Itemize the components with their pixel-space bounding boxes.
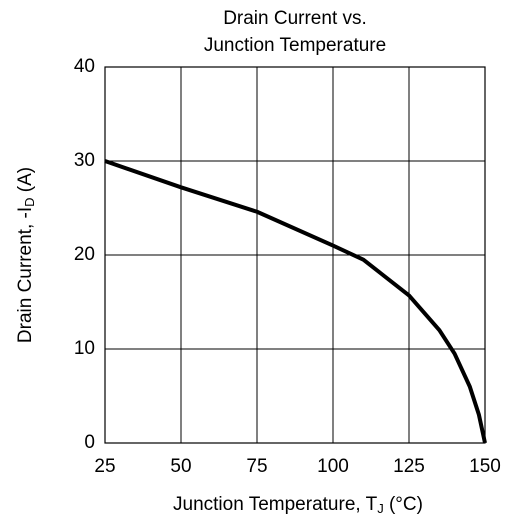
- y-tick-label: 10: [74, 338, 95, 359]
- y-tick-label: 0: [84, 432, 95, 453]
- chart-title: Junction Temperature: [204, 35, 386, 56]
- x-axis-label-text: Junction Temperature, T: [173, 494, 378, 515]
- y-axis-label: Drain Current, -ID (A): [15, 167, 37, 343]
- y-tick-label: 40: [74, 56, 95, 77]
- x-tick-label: 100: [317, 456, 349, 477]
- y-axis-label-text: Drain Current, -I: [15, 207, 36, 343]
- x-tick-label: 50: [170, 456, 191, 477]
- x-tick-label: 25: [94, 456, 115, 477]
- x-tick-label: 75: [246, 456, 267, 477]
- y-tick-label: 20: [74, 244, 95, 265]
- x-axis-label: Junction Temperature, TJ (°C): [173, 494, 423, 516]
- x-tick-label: 125: [393, 456, 425, 477]
- chart-title: Drain Current vs.: [223, 8, 367, 29]
- data-line: [104, 159, 487, 444]
- x-axis-label-text: (°C): [384, 494, 423, 515]
- x-tick-label: 150: [469, 456, 501, 477]
- x-axis-label-sub: J: [377, 501, 384, 516]
- y-axis-label-text: (A): [15, 167, 36, 198]
- y-axis-label-sub: D: [22, 198, 37, 207]
- y-tick-label: 30: [74, 150, 95, 171]
